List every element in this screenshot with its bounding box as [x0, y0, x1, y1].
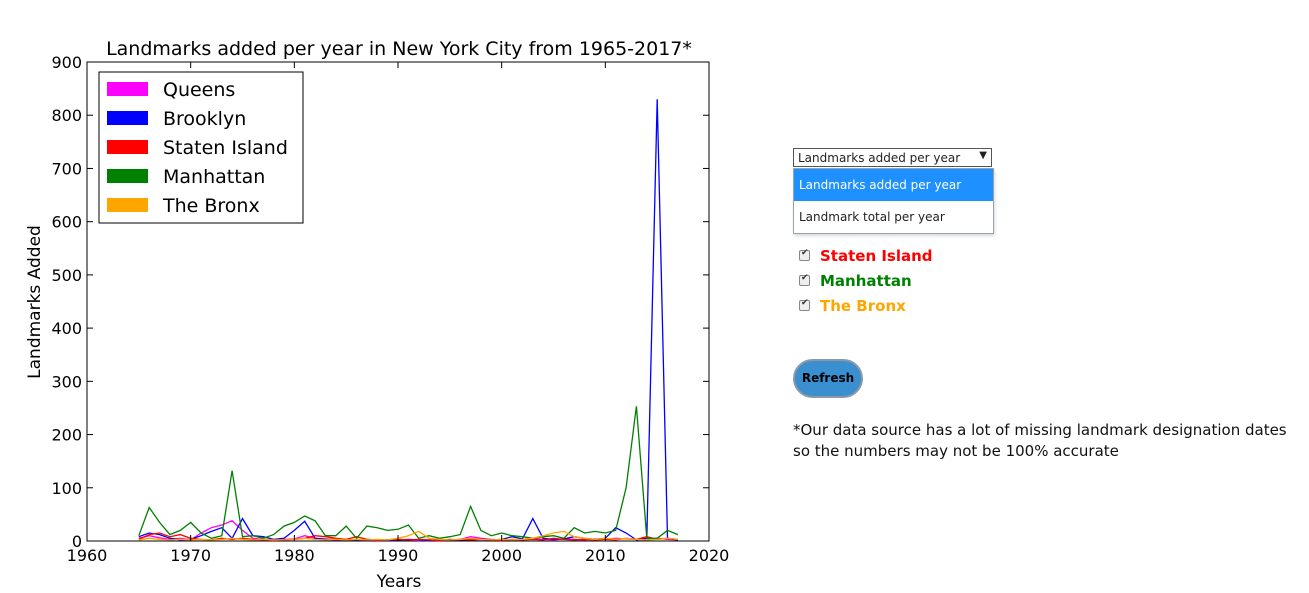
x-axis-label: Years: [376, 572, 422, 592]
checkbox-label: Manhattan: [820, 271, 912, 290]
legend-swatch: [107, 198, 148, 212]
data-footnote: *Our data source has a lot of missing la…: [793, 420, 1303, 462]
x-tick-label: 2000: [481, 546, 522, 565]
y-tick-label: 100: [51, 479, 82, 498]
checkbox-manhattan[interactable]: [799, 273, 810, 286]
y-tick-label: 900: [51, 53, 82, 72]
chart-mode-select[interactable]: Landmarks added per year ▼: [793, 148, 992, 167]
series-lines: [138, 99, 679, 542]
checkbox-label: Staten Island: [820, 246, 933, 265]
footnote-line-1: *Our data source has a lot of missing la…: [793, 421, 1287, 439]
legend-swatch: [107, 111, 148, 125]
legend-label: Brooklyn: [163, 108, 246, 130]
chart-title: Landmarks added per year in New York Cit…: [106, 38, 692, 60]
y-tick-label: 700: [51, 159, 82, 178]
y-tick-label: 0: [72, 532, 82, 551]
legend-label: Staten Island: [163, 137, 288, 159]
legend-swatch: [107, 82, 148, 96]
x-tick-label: 1980: [274, 546, 315, 565]
y-tick-label: 500: [51, 266, 82, 285]
y-tick-label: 200: [51, 426, 82, 445]
x-tick-label: 2020: [689, 546, 730, 565]
refresh-button[interactable]: Refresh: [793, 359, 863, 398]
dropdown-option-added[interactable]: Landmarks added per year: [794, 169, 993, 201]
checkbox-the-bronx[interactable]: [799, 298, 810, 311]
legend-label: Queens: [163, 79, 235, 101]
series-line-manhattan: [138, 406, 679, 540]
select-value: Landmarks added per year: [798, 151, 961, 165]
checkbox-row-the-bronx: The Bronx: [799, 293, 933, 318]
y-tick-label: 300: [51, 372, 82, 391]
x-tick-label: 2010: [585, 546, 626, 565]
legend-label: Manhattan: [163, 166, 265, 188]
y-tick-label: 600: [51, 213, 82, 232]
axes: 1960 1970 1980 1990 2000 2010 2020 0 100 200 300 40…: [51, 53, 729, 565]
dropdown-option-total[interactable]: Landmark total per year: [799, 210, 945, 224]
x-tick-label: 1960: [67, 546, 108, 565]
legend-swatch: [107, 169, 148, 183]
borough-checkbox-list: Staten Island Manhattan The Bronx: [799, 243, 933, 318]
series-line-the-bronx: [138, 530, 678, 541]
y-tick-label: 400: [51, 319, 82, 338]
landmarks-line-chart: Landmarks added per year in New York Cit…: [25, 38, 729, 592]
chevron-down-icon: ▼: [979, 150, 987, 161]
legend-swatch: [107, 140, 148, 154]
x-tick-label: 1970: [170, 546, 211, 565]
x-tick-label: 1990: [378, 546, 419, 565]
checkbox-staten-island[interactable]: [799, 248, 810, 261]
y-tick-label: 800: [51, 106, 82, 125]
checkbox-row-manhattan: Manhattan: [799, 268, 933, 293]
chart-mode-dropdown: Landmarks added per year Landmark total …: [793, 168, 994, 234]
checkbox-label: The Bronx: [820, 296, 906, 315]
y-axis-label: Landmarks Added: [25, 225, 45, 379]
legend-label: The Bronx: [162, 195, 260, 217]
footnote-line-2: so the numbers may not be 100% accurate: [793, 442, 1119, 460]
checkbox-row-staten-island: Staten Island: [799, 243, 933, 268]
legend: Queens Brooklyn Staten Island Manhattan The …: [98, 71, 304, 224]
